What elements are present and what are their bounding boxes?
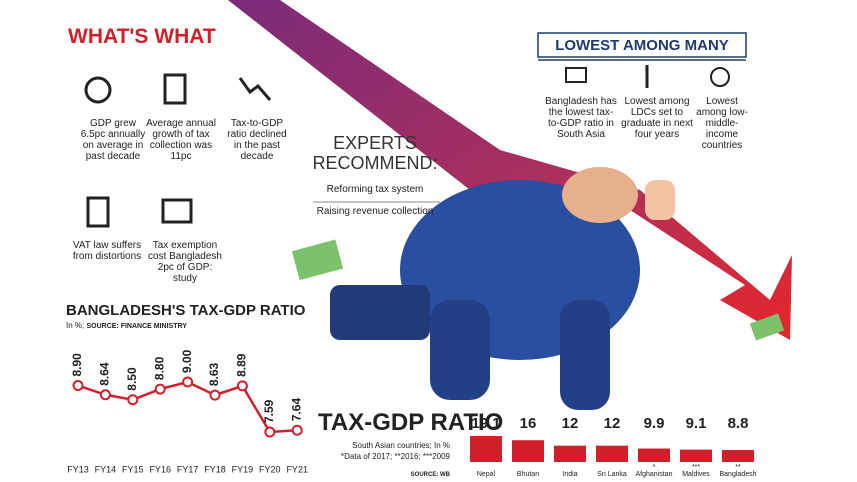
man-illustration	[291, 167, 785, 410]
bar	[722, 450, 754, 462]
point	[127, 394, 139, 406]
point	[264, 426, 276, 438]
x-tick-label: Bhutan	[517, 471, 539, 478]
value-label: 9.9	[644, 415, 665, 432]
value-label: 8.63	[207, 362, 221, 386]
value-label: 7.59	[262, 399, 276, 423]
title-box	[537, 32, 747, 58]
x-tick-label: FY13	[67, 464, 89, 474]
value-label: 8.90	[70, 353, 84, 377]
x-tick-label: FY21	[286, 464, 308, 474]
value-label: 8.8	[728, 415, 749, 432]
footnote-mark: ***	[692, 464, 700, 471]
point	[154, 383, 166, 395]
chart-source: SOURCE: WB	[410, 472, 450, 478]
x-tick-label: FY18	[204, 464, 226, 474]
value-label: 8.64	[98, 362, 112, 386]
x-tick-label: FY19	[232, 464, 254, 474]
chart-title: BANGLADESH'S TAX-GDP RATIO	[66, 302, 306, 319]
section-title: LOWEST AMONG MANY	[555, 37, 729, 54]
fact: Tax-to-GDP ratio declined in the past de…	[227, 118, 287, 162]
lowest-item: Lowest among low-middle-income countries	[696, 96, 748, 151]
point	[72, 380, 84, 392]
footnote-mark: **	[735, 464, 741, 471]
value-label: 9.1	[686, 415, 707, 432]
bar	[554, 445, 586, 462]
x-tick-label: Sri Lanka	[597, 471, 627, 478]
experts-item: Reforming tax system	[326, 184, 424, 195]
lowest-item: Bangladesh has the lowest tax-to-GDP rat…	[545, 96, 617, 140]
x-tick-label: FY20	[259, 464, 281, 474]
value-label: 19.1	[471, 415, 500, 432]
x-tick-label: FY16	[149, 464, 171, 474]
x-tick-label: Nepal	[477, 471, 496, 478]
point	[209, 389, 221, 401]
fact: VAT law suffers from distortions	[72, 240, 142, 262]
x-tick-label: FY14	[95, 464, 117, 474]
value-label: 9.00	[180, 349, 194, 373]
fact: GDP grew 6.5pc annually on average in pa…	[80, 118, 146, 162]
chart-subtitle: South Asian countries; In %	[352, 441, 450, 450]
x-tick-label: FY17	[177, 464, 199, 474]
value-label: 8.50	[125, 367, 139, 391]
chart-title: TAX-GDP RATIO	[318, 409, 504, 436]
fact: Tax exemption cost Bangladesh 2pc of GDP…	[148, 240, 222, 284]
x-tick-label: FY15	[122, 464, 144, 474]
chart-note: *Data of 2017; **2016; ***2009	[341, 452, 450, 461]
value-label: 8.89	[235, 353, 249, 377]
value-label: 7.64	[289, 398, 303, 422]
icons	[84, 65, 730, 228]
section-title: WHAT'S WHAT	[68, 25, 216, 48]
point	[236, 380, 248, 392]
footnote-mark: *	[653, 464, 656, 471]
x-tick-label: Afghanistan	[636, 471, 673, 478]
experts-item: Raising revenue collection	[316, 206, 434, 217]
subtitle: In %;	[66, 321, 85, 330]
value-label: 8.80	[152, 356, 166, 380]
x-tick-label: Bangladesh	[720, 471, 757, 478]
value-label: 16	[520, 415, 537, 432]
bar	[596, 445, 628, 462]
source: SOURCE: FINANCE MINISTRY	[86, 323, 187, 330]
experts-title: EXPERTS RECOMMEND:	[312, 133, 438, 173]
x-tick-label: Maldives	[682, 471, 710, 478]
point	[99, 389, 111, 401]
bar	[512, 440, 544, 462]
x-tick-label: India	[562, 471, 577, 478]
chart-subtitle: In %; SOURCE: FINANCE MINISTRY	[66, 321, 187, 331]
bar	[680, 449, 712, 462]
point	[291, 424, 303, 436]
point	[182, 376, 194, 388]
falling-arrow	[228, 0, 792, 340]
value-label: 12	[562, 415, 579, 432]
value-label: 12	[604, 415, 621, 432]
bar	[638, 448, 670, 462]
fact: Average annual growth of tax collection …	[146, 118, 216, 162]
bar	[470, 436, 502, 462]
charts: 8.90 FY13 8.64 FY14 8.50 FY15 8.80 FY16 9.00 FY17…	[67, 349, 756, 478]
lowest-item: Lowest among LDCs set to graduate in nex…	[621, 96, 693, 140]
